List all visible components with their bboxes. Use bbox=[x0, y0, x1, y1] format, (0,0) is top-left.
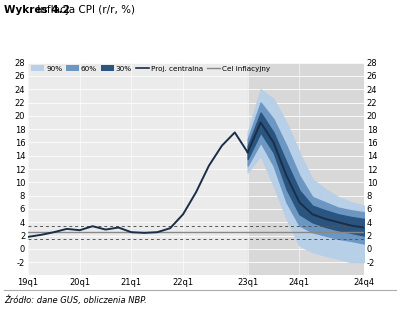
Text: Źródło: dane GUS, obliczenia NBP.: Źródło: dane GUS, obliczenia NBP. bbox=[4, 296, 147, 305]
Text: Inflacja CPI (r/r, %): Inflacja CPI (r/r, %) bbox=[34, 5, 135, 15]
Legend: 90%, 60%, 30%, Proj. centralna, Cel inflacyjny: 90%, 60%, 30%, Proj. centralna, Cel infl… bbox=[28, 63, 273, 74]
Bar bbox=[248, 63, 364, 275]
Text: Wykres 4.2: Wykres 4.2 bbox=[4, 5, 70, 15]
